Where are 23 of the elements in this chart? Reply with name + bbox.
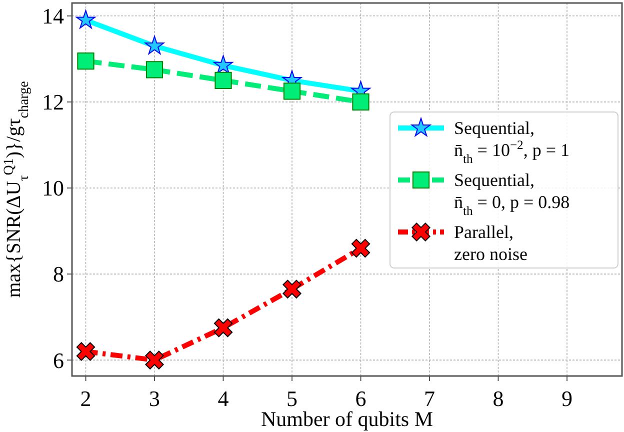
x-tick-label: 2 xyxy=(80,386,92,411)
legend-label: Parallel, zero noise xyxy=(454,222,528,264)
y-tick-label: 12 xyxy=(42,90,64,115)
y-tick-label: 6 xyxy=(53,348,64,373)
point xyxy=(214,318,233,338)
point xyxy=(76,342,96,361)
y-tick-label: 10 xyxy=(42,176,64,201)
point xyxy=(214,72,232,89)
legend-label: Sequential, n̄$_{th}$ = 0, p = 0.98 xyxy=(454,170,570,218)
y-tick-label: 8 xyxy=(53,262,64,287)
point xyxy=(146,61,164,78)
point xyxy=(145,350,164,370)
point xyxy=(282,280,302,298)
x-tick-label: 3 xyxy=(149,386,160,411)
y-tick-label: 14 xyxy=(42,4,64,29)
legend-label: Sequential, n̄$_{th}$ = 10$^{−2}$, p = 1 xyxy=(454,118,570,166)
point xyxy=(283,82,301,100)
point xyxy=(352,93,370,110)
point xyxy=(351,238,370,258)
x-tick-label: 9 xyxy=(562,386,572,411)
point xyxy=(77,52,94,70)
x-tick-label: 8 xyxy=(492,386,504,411)
x-tick-label: 4 xyxy=(218,386,229,411)
